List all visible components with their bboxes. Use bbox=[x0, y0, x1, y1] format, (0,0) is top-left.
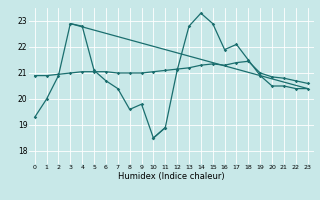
X-axis label: Humidex (Indice chaleur): Humidex (Indice chaleur) bbox=[118, 172, 225, 181]
